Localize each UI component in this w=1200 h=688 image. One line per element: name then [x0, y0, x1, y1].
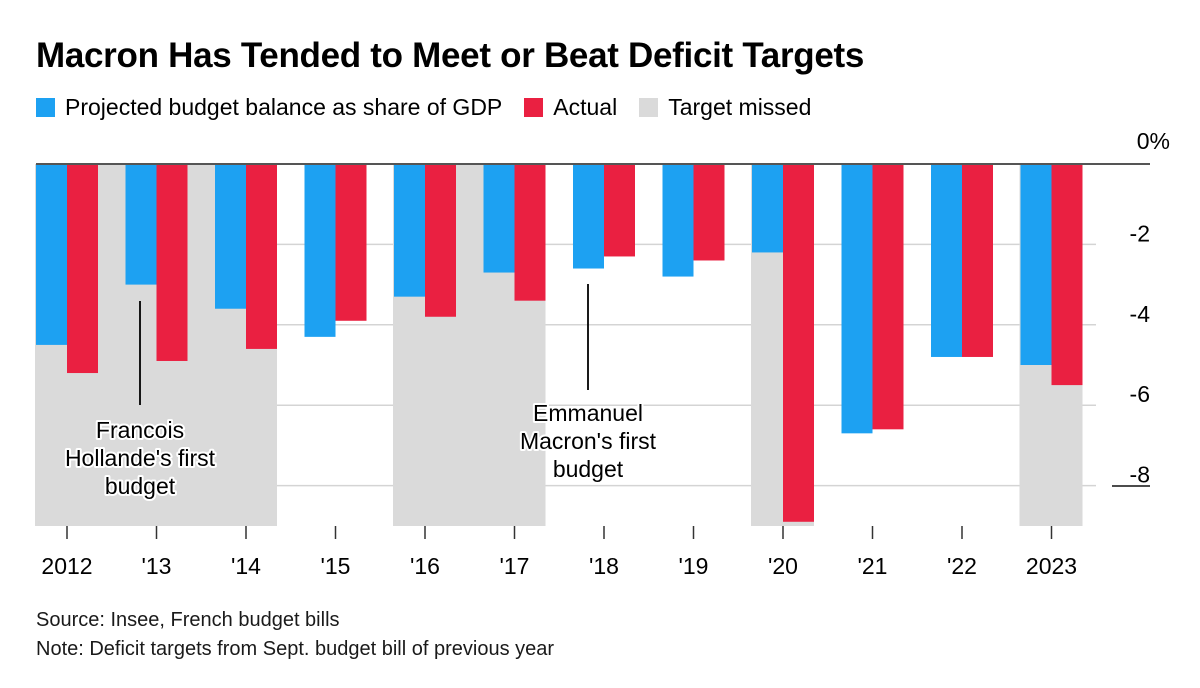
bar-projected	[841, 164, 873, 434]
bar-actual	[67, 164, 98, 374]
legend: Projected budget balance as share of GDP…	[36, 94, 833, 121]
chart-title: Macron Has Tended to Meet or Beat Defici…	[36, 36, 865, 75]
x-tick-label: '20	[768, 553, 798, 579]
legend-item-projected: Projected budget balance as share of GDP	[36, 94, 502, 121]
x-tick-label: '17	[500, 553, 530, 579]
bar-actual	[604, 164, 635, 257]
bar-chart: 0% -2 -4 -6 -8 2012 '13 '14 '15 '16 '17 '18 '19 '20 '2…	[35, 128, 1170, 579]
bar-actual	[962, 164, 993, 357]
source-text: Source: Insee, French budget bills	[36, 609, 340, 631]
annotation-text: budget	[105, 473, 176, 499]
y-tick-label: 0%	[1137, 128, 1170, 154]
bar-projected	[573, 164, 604, 269]
bar-projected	[304, 164, 336, 337]
legend-swatch-projected	[36, 98, 55, 117]
bar-projected	[483, 164, 515, 273]
legend-label-actual: Actual	[553, 94, 618, 120]
y-tick-label: -4	[1130, 301, 1151, 327]
x-tick-label: '21	[858, 553, 888, 579]
x-tick-label: '16	[410, 553, 440, 579]
footer-notes: Source: Insee, French budget bills Note:…	[36, 606, 554, 664]
bar-projected	[1020, 164, 1052, 365]
x-tick-label: '13	[142, 553, 172, 579]
bar-projected	[931, 164, 962, 357]
legend-item-actual: Actual	[524, 94, 617, 121]
y-tick-label: -6	[1130, 381, 1150, 407]
y-tick-label: -2	[1130, 220, 1150, 246]
legend-swatch-target-missed	[639, 98, 659, 117]
annotation-text: Macron's first	[520, 428, 657, 454]
bar-projected	[752, 164, 783, 253]
x-tick-label: '14	[231, 553, 261, 579]
x-tick-label: 2023	[1026, 553, 1077, 579]
annotation-text: Hollande's first	[65, 445, 216, 471]
bar-actual	[693, 164, 725, 261]
bar-actual	[872, 164, 904, 430]
annotation-text: Emmanuel	[533, 400, 643, 426]
bar-projected	[394, 164, 425, 297]
annotation-text: Francois	[96, 417, 184, 443]
bar-projected	[125, 164, 157, 285]
bar-actual	[514, 164, 546, 301]
x-tick-label: '19	[679, 553, 709, 579]
bar-actual	[1051, 164, 1083, 386]
x-tick-label: '22	[947, 553, 977, 579]
y-tick-label: -8	[1130, 462, 1150, 488]
bar-projected	[36, 164, 67, 345]
bar-actual	[246, 164, 277, 349]
bar-projected	[215, 164, 246, 309]
x-tick-label: '18	[589, 553, 619, 579]
bar-actual	[156, 164, 188, 361]
bar-actual	[335, 164, 367, 321]
x-tick-label: '15	[321, 553, 351, 579]
legend-label-target-missed: Target missed	[668, 94, 812, 120]
x-tick-label: 2012	[41, 553, 92, 579]
legend-swatch-actual	[524, 98, 544, 117]
legend-item-target-missed: Target missed	[639, 94, 811, 121]
bar-actual	[783, 164, 814, 522]
bar-actual	[425, 164, 456, 317]
bar-projected	[662, 164, 694, 277]
note-text: Note: Deficit targets from Sept. budget …	[36, 638, 555, 660]
legend-label-projected: Projected budget balance as share of GDP	[65, 94, 503, 120]
annotation-text: budget	[553, 456, 624, 482]
